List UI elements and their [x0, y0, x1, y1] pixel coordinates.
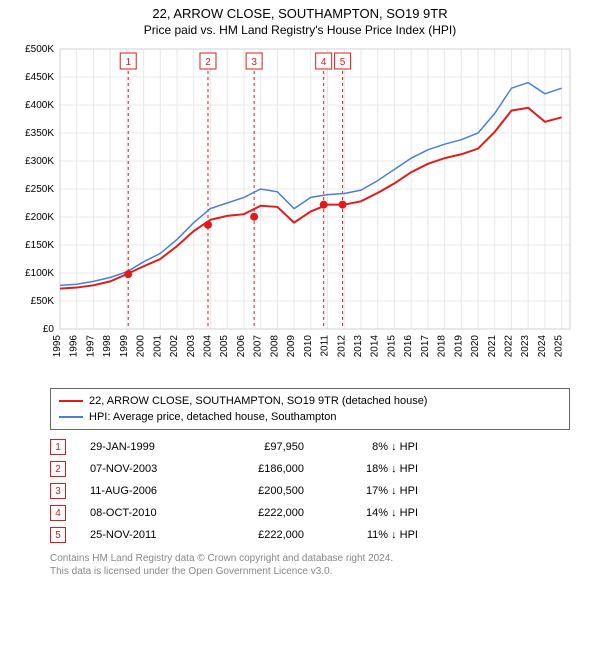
- svg-text:1: 1: [125, 57, 131, 68]
- svg-text:1995: 1995: [52, 335, 63, 358]
- svg-text:2022: 2022: [503, 335, 514, 358]
- transaction-marker: 2: [50, 461, 66, 477]
- transaction-table: 1 29-JAN-1999 £97,950 8% ↓ HPI 2 07-NOV-2003 £…: [50, 436, 570, 546]
- svg-text:2007: 2007: [253, 335, 264, 358]
- svg-text:£300K: £300K: [25, 156, 54, 167]
- svg-text:2004: 2004: [202, 335, 213, 358]
- transaction-row: 4 08-OCT-2010 £222,000 14% ↓ HPI: [50, 502, 570, 524]
- svg-text:2013: 2013: [353, 335, 364, 358]
- transaction-date: 08-OCT-2010: [90, 507, 200, 519]
- footer-line2: This data is licensed under the Open Gov…: [50, 565, 570, 578]
- svg-text:2008: 2008: [269, 335, 280, 358]
- transaction-pct: 18% ↓ HPI: [328, 463, 418, 475]
- svg-text:£0: £0: [43, 324, 55, 335]
- svg-text:2002: 2002: [169, 335, 180, 358]
- svg-text:2010: 2010: [303, 335, 314, 358]
- chart-title-address: 22, ARROW CLOSE, SOUTHAMPTON, SO19 9TR: [0, 6, 600, 21]
- transaction-row: 1 29-JAN-1999 £97,950 8% ↓ HPI: [50, 436, 570, 458]
- transaction-marker: 1: [50, 439, 66, 455]
- svg-text:2025: 2025: [554, 335, 565, 358]
- svg-text:2020: 2020: [470, 335, 481, 358]
- transaction-row: 2 07-NOV-2003 £186,000 18% ↓ HPI: [50, 458, 570, 480]
- svg-text:£450K: £450K: [25, 72, 54, 83]
- transaction-date: 29-JAN-1999: [90, 441, 200, 453]
- svg-text:2: 2: [205, 57, 211, 68]
- svg-text:£200K: £200K: [25, 212, 54, 223]
- svg-text:1997: 1997: [85, 335, 96, 358]
- svg-text:1999: 1999: [119, 335, 130, 358]
- svg-text:2014: 2014: [370, 335, 381, 358]
- transaction-price: £200,500: [224, 485, 304, 497]
- transaction-pct: 14% ↓ HPI: [328, 507, 418, 519]
- svg-text:2023: 2023: [520, 335, 531, 358]
- footer-attribution: Contains HM Land Registry data © Crown c…: [50, 552, 570, 578]
- transaction-row: 5 25-NOV-2011 £222,000 11% ↓ HPI: [50, 524, 570, 546]
- svg-text:2015: 2015: [386, 335, 397, 358]
- svg-text:£100K: £100K: [25, 268, 54, 279]
- price-chart: £0 £50K £100K £150K £200K £250K £300K £350K £400…: [10, 39, 590, 382]
- svg-text:2005: 2005: [219, 335, 230, 358]
- transaction-pct: 8% ↓ HPI: [328, 441, 418, 453]
- svg-text:£50K: £50K: [31, 296, 55, 307]
- transaction-price: £222,000: [224, 507, 304, 519]
- transaction-row: 3 11-AUG-2006 £200,500 17% ↓ HPI: [50, 480, 570, 502]
- svg-text:1996: 1996: [69, 335, 80, 358]
- transaction-pct: 11% ↓ HPI: [328, 529, 418, 541]
- svg-text:£500K: £500K: [25, 44, 54, 55]
- svg-text:2018: 2018: [437, 335, 448, 358]
- legend-label-hpi: HPI: Average price, detached house, Sout…: [89, 411, 336, 423]
- svg-text:2011: 2011: [320, 335, 331, 357]
- transaction-date: 07-NOV-2003: [90, 463, 200, 475]
- svg-text:2016: 2016: [403, 335, 414, 358]
- legend-swatch-property: [59, 400, 83, 402]
- svg-text:£250K: £250K: [25, 184, 54, 195]
- footer-line1: Contains HM Land Registry data © Crown c…: [50, 552, 570, 565]
- svg-text:2000: 2000: [136, 335, 147, 358]
- svg-text:2019: 2019: [453, 335, 464, 358]
- legend-swatch-hpi: [59, 416, 83, 418]
- transaction-date: 11-AUG-2006: [90, 485, 200, 497]
- svg-text:4: 4: [321, 57, 327, 68]
- svg-text:1998: 1998: [102, 335, 113, 358]
- svg-text:£150K: £150K: [25, 240, 54, 251]
- svg-text:2024: 2024: [537, 335, 548, 358]
- svg-text:£350K: £350K: [25, 128, 54, 139]
- svg-text:2001: 2001: [152, 335, 163, 358]
- svg-text:2009: 2009: [286, 335, 297, 358]
- transaction-marker: 5: [50, 527, 66, 543]
- svg-text:5: 5: [340, 57, 346, 68]
- svg-text:2017: 2017: [420, 335, 431, 358]
- svg-text:2003: 2003: [186, 335, 197, 358]
- svg-text:2021: 2021: [487, 335, 498, 358]
- transaction-date: 25-NOV-2011: [90, 529, 200, 541]
- transaction-pct: 17% ↓ HPI: [328, 485, 418, 497]
- legend: 22, ARROW CLOSE, SOUTHAMPTON, SO19 9TR (…: [50, 388, 570, 430]
- svg-text:3: 3: [251, 57, 257, 68]
- transaction-price: £186,000: [224, 463, 304, 475]
- transaction-price: £222,000: [224, 529, 304, 541]
- legend-label-property: 22, ARROW CLOSE, SOUTHAMPTON, SO19 9TR (…: [89, 395, 427, 407]
- svg-text:£400K: £400K: [25, 100, 54, 111]
- svg-text:2012: 2012: [336, 335, 347, 358]
- transaction-price: £97,950: [224, 441, 304, 453]
- chart-title-sub: Price paid vs. HM Land Registry's House …: [0, 23, 600, 37]
- transaction-marker: 4: [50, 505, 66, 521]
- svg-text:2006: 2006: [236, 335, 247, 358]
- transaction-marker: 3: [50, 483, 66, 499]
